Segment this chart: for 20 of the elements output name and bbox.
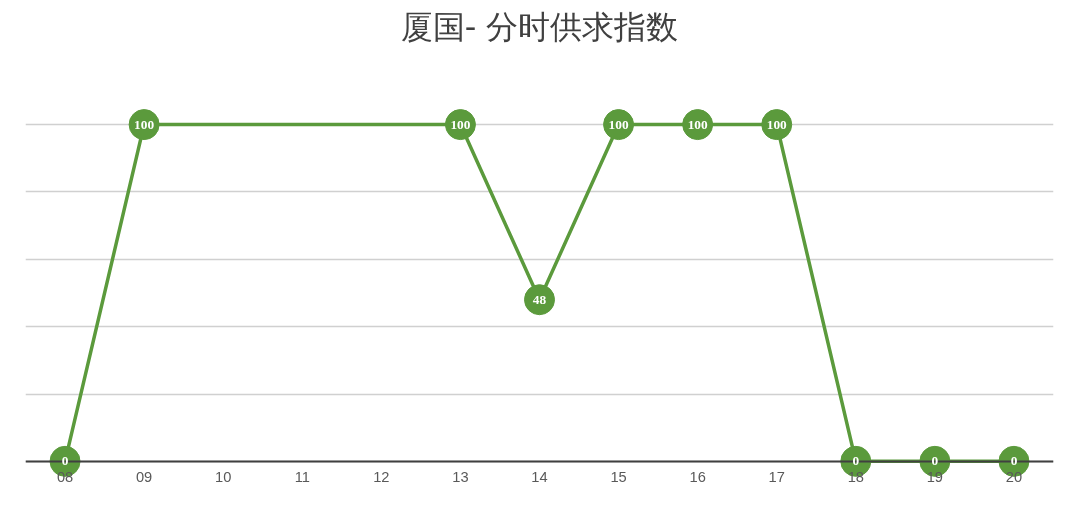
data-label: 48 (532, 291, 547, 307)
x-tick-label: 11 (294, 469, 310, 486)
x-tick-label: 17 (768, 469, 785, 486)
data-label: 0 (931, 453, 939, 469)
x-tick-label: 15 (610, 469, 627, 486)
data-label: 100 (608, 116, 629, 132)
x-tick-label: 13 (452, 469, 469, 486)
data-label: 100 (134, 116, 155, 132)
data-label: 100 (687, 116, 708, 132)
data-label: 0 (852, 453, 860, 469)
data-label: 0 (1010, 453, 1018, 469)
chart-title: 厦国- 分时供求指数 (400, 7, 679, 46)
x-tick-label: 16 (689, 469, 706, 486)
data-label: 0 (61, 453, 69, 469)
data-label: 100 (766, 116, 788, 132)
data-label: 100 (450, 116, 471, 132)
x-tick-label: 14 (531, 469, 548, 486)
x-tick-label: 12 (373, 469, 390, 486)
x-tick-label: 09 (135, 469, 153, 486)
x-tick-label: 10 (215, 469, 232, 486)
